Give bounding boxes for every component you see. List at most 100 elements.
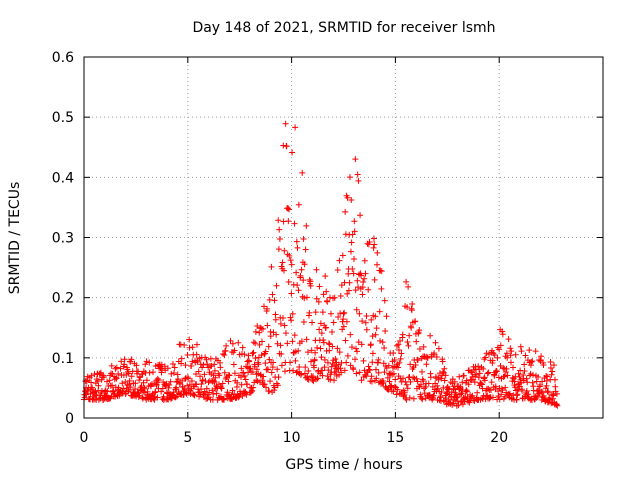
data-point [346,174,353,181]
data-point [286,206,293,213]
x-axis-label: GPS time / hours [285,457,402,473]
data-point [351,218,358,225]
data-point [352,356,359,363]
data-point [363,326,370,333]
data-point [198,381,205,388]
data-point [504,354,511,361]
data-point [275,246,282,253]
data-point [371,276,378,283]
data-point [362,270,369,277]
data-point [358,341,365,348]
data-point [441,365,448,372]
data-point [163,380,170,387]
data-point [523,387,530,394]
data-point [435,345,442,352]
data-point [485,385,492,392]
data-point [421,390,428,397]
data-point [100,374,107,381]
data-point [326,347,333,354]
data-point [439,358,446,365]
data-point [495,392,502,399]
data-point [535,373,542,380]
data-point [352,156,359,163]
data-point [493,368,500,375]
data-point [370,244,377,251]
data-point [473,371,480,378]
data-point [205,379,212,386]
data-point [254,322,261,329]
data-point [252,340,259,347]
data-point [314,344,321,351]
data-point [154,375,161,382]
data-point [505,336,512,343]
data-point [506,390,513,397]
data-point [263,384,270,391]
data-point [511,378,518,385]
data-point [369,359,376,366]
data-point [341,309,348,316]
data-point [492,383,499,390]
data-point [496,396,503,403]
data-point [521,361,528,368]
data-point [371,241,378,248]
data-point [365,363,372,370]
data-point [418,368,425,375]
data-point [381,369,388,376]
data-point [261,381,268,388]
data-point [206,389,213,396]
data-point [201,371,208,378]
data-point [318,330,325,337]
data-point [246,358,253,365]
data-point [219,380,226,387]
data-point [218,385,225,392]
data-point [266,387,273,394]
data-point [360,279,367,286]
data-point [366,366,373,373]
data-point [287,314,294,321]
data-point [394,364,401,371]
data-point [547,358,554,365]
y-tick-label: 0.3 [52,231,74,247]
data-point [373,325,380,332]
data-point [375,369,382,376]
data-point [471,379,478,386]
data-point [359,318,366,325]
data-point [450,396,457,403]
data-point [488,386,495,393]
y-tick-label: 0 [65,411,74,427]
data-point [186,336,193,343]
data-point [89,384,96,391]
data-point [441,377,448,384]
data-point [459,379,466,386]
data-point [375,356,382,363]
data-point [390,350,397,357]
data-point [372,313,379,320]
data-point [349,266,356,273]
data-point [217,364,224,371]
data-point [221,369,228,376]
data-point [268,263,275,270]
data-point [381,297,388,304]
data-point [336,257,343,264]
data-point [303,294,310,301]
data-point [359,291,366,298]
data-point [255,361,262,368]
data-point [438,375,445,382]
data-point [409,301,416,308]
data-point [337,365,344,372]
data-point [146,359,153,366]
data-point [424,354,431,361]
data-point [502,384,509,391]
data-point [272,311,279,318]
data-point [198,386,205,393]
data-point [368,378,375,385]
data-point [374,249,381,256]
data-point [143,358,150,365]
data-point [301,295,308,302]
data-point [368,373,375,380]
data-point [503,365,510,372]
data-point [421,385,428,392]
data-point [91,388,98,395]
data-point [381,345,388,352]
data-point [290,367,297,374]
